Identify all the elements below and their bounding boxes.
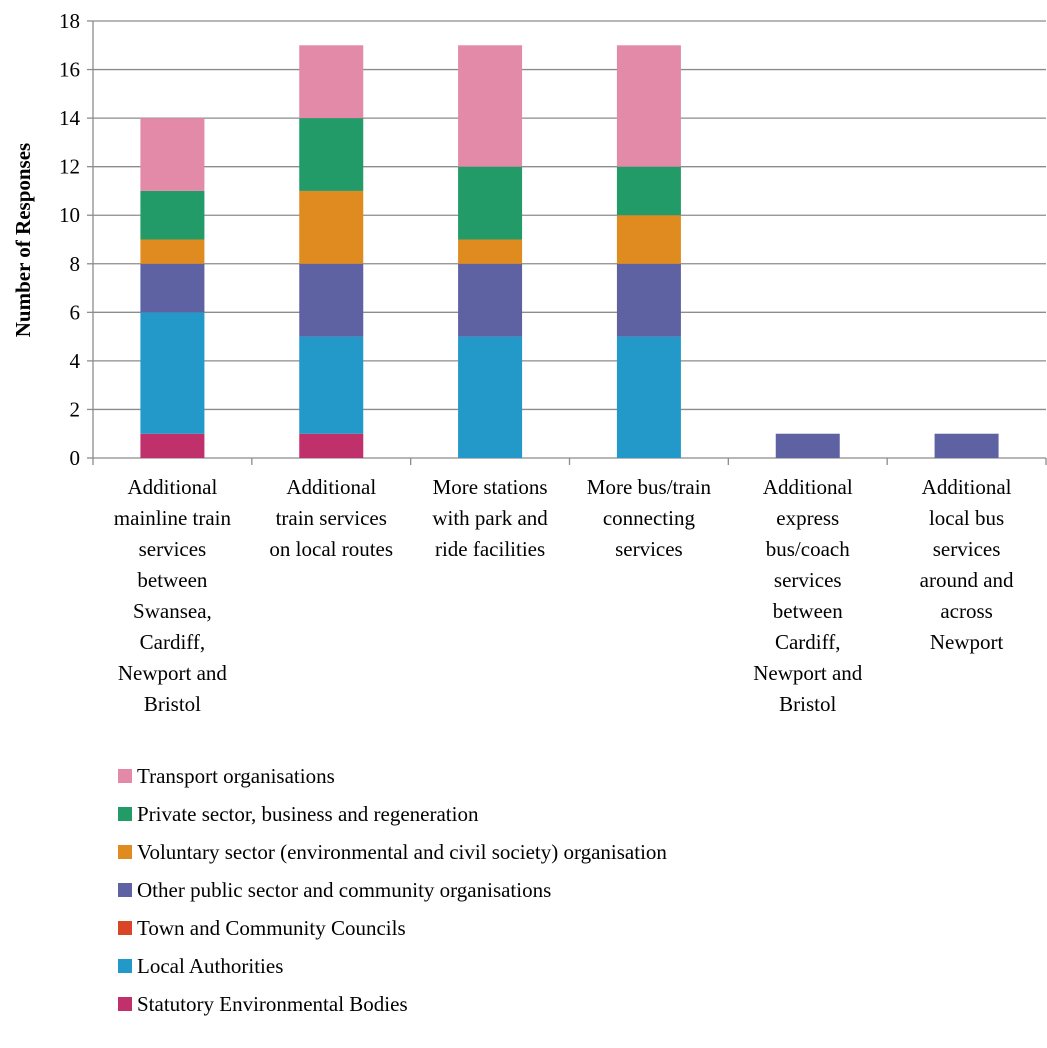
legend-label: Local Authorities — [137, 953, 284, 978]
bar-segment — [299, 118, 364, 191]
x-tick-label: Additional mainline train services between S… — [114, 475, 232, 716]
y-tick-label: 2 — [70, 397, 81, 421]
y-axis-label: Number of Responses — [11, 143, 35, 337]
bar-segment — [934, 433, 999, 458]
legend-label: Town and Community Councils — [137, 915, 406, 940]
bar-segment — [299, 190, 364, 264]
legend-swatch — [118, 807, 132, 821]
legend-label: Statutory Environmental Bodies — [137, 991, 408, 1016]
bar-segment — [299, 433, 364, 458]
bar-segment — [140, 263, 205, 313]
legend-swatch — [118, 997, 132, 1011]
bar-segment — [616, 263, 681, 337]
bar-segment — [458, 166, 523, 240]
bar-segment — [616, 215, 681, 264]
legend-item: Other public sector and community organi… — [118, 871, 667, 909]
y-tick-label: 4 — [70, 349, 81, 373]
x-tick-label: Additional express bus/coach services betwee… — [753, 475, 863, 716]
legend-swatch — [118, 959, 132, 973]
legend-label: Voluntary sector (environmental and civi… — [137, 839, 667, 864]
bar-segment — [299, 336, 364, 434]
bar-segment — [458, 336, 523, 458]
y-tick-label: 14 — [59, 106, 81, 130]
y-tick-label: 18 — [59, 9, 80, 33]
legend-swatch — [118, 883, 132, 897]
legend-label: Other public sector and community organi… — [137, 877, 552, 902]
bar-segment — [140, 433, 205, 458]
legend-label: Transport organisations — [137, 763, 335, 788]
bar-segment — [458, 239, 523, 264]
legend-swatch — [118, 921, 132, 935]
bar-segment — [140, 118, 205, 191]
legend-item: Town and Community Councils — [118, 909, 667, 947]
x-tick-label: Additional train services on local routes — [269, 475, 393, 561]
y-tick-label: 16 — [59, 58, 80, 82]
legend-swatch — [118, 769, 132, 783]
y-tick-label: 10 — [59, 203, 80, 227]
legend-item: Transport organisations — [118, 757, 667, 795]
y-tick-label: 6 — [70, 300, 81, 324]
legend-item: Statutory Environmental Bodies — [118, 985, 667, 1023]
x-tick-label: More bus/train connecting services — [587, 475, 712, 561]
legend-item: Private sector, business and regeneratio… — [118, 795, 667, 833]
bar-segment — [140, 239, 205, 264]
y-tick-label: 12 — [59, 155, 80, 179]
legend-item: Voluntary sector (environmental and civi… — [118, 833, 667, 871]
bar-segment — [775, 433, 840, 458]
bar-segment — [616, 336, 681, 458]
legend-swatch — [118, 845, 132, 859]
bar-segment — [458, 263, 523, 337]
bar-segment — [458, 45, 523, 167]
legend-label: Private sector, business and regeneratio… — [137, 801, 479, 826]
x-tick-label: Additional local bus services around and acr… — [920, 475, 1014, 654]
bar-segment — [299, 45, 364, 119]
bar-segment — [140, 312, 205, 434]
bar-segment — [616, 45, 681, 167]
chart-svg: Number of Responses 0 2 4 6 8 10 12 14 16 18 Addit… — [11, 9, 1047, 716]
bar-segment — [299, 263, 364, 337]
bar-segment — [140, 190, 205, 240]
y-tick-label: 8 — [70, 252, 81, 276]
x-tick-label: More stations with park and ride facilitie… — [432, 475, 548, 561]
y-tick-label: 0 — [70, 446, 81, 470]
legend: Transport organisations Private sector, b… — [118, 757, 667, 1023]
legend-item: Local Authorities — [118, 947, 667, 985]
bar-segment — [616, 166, 681, 216]
